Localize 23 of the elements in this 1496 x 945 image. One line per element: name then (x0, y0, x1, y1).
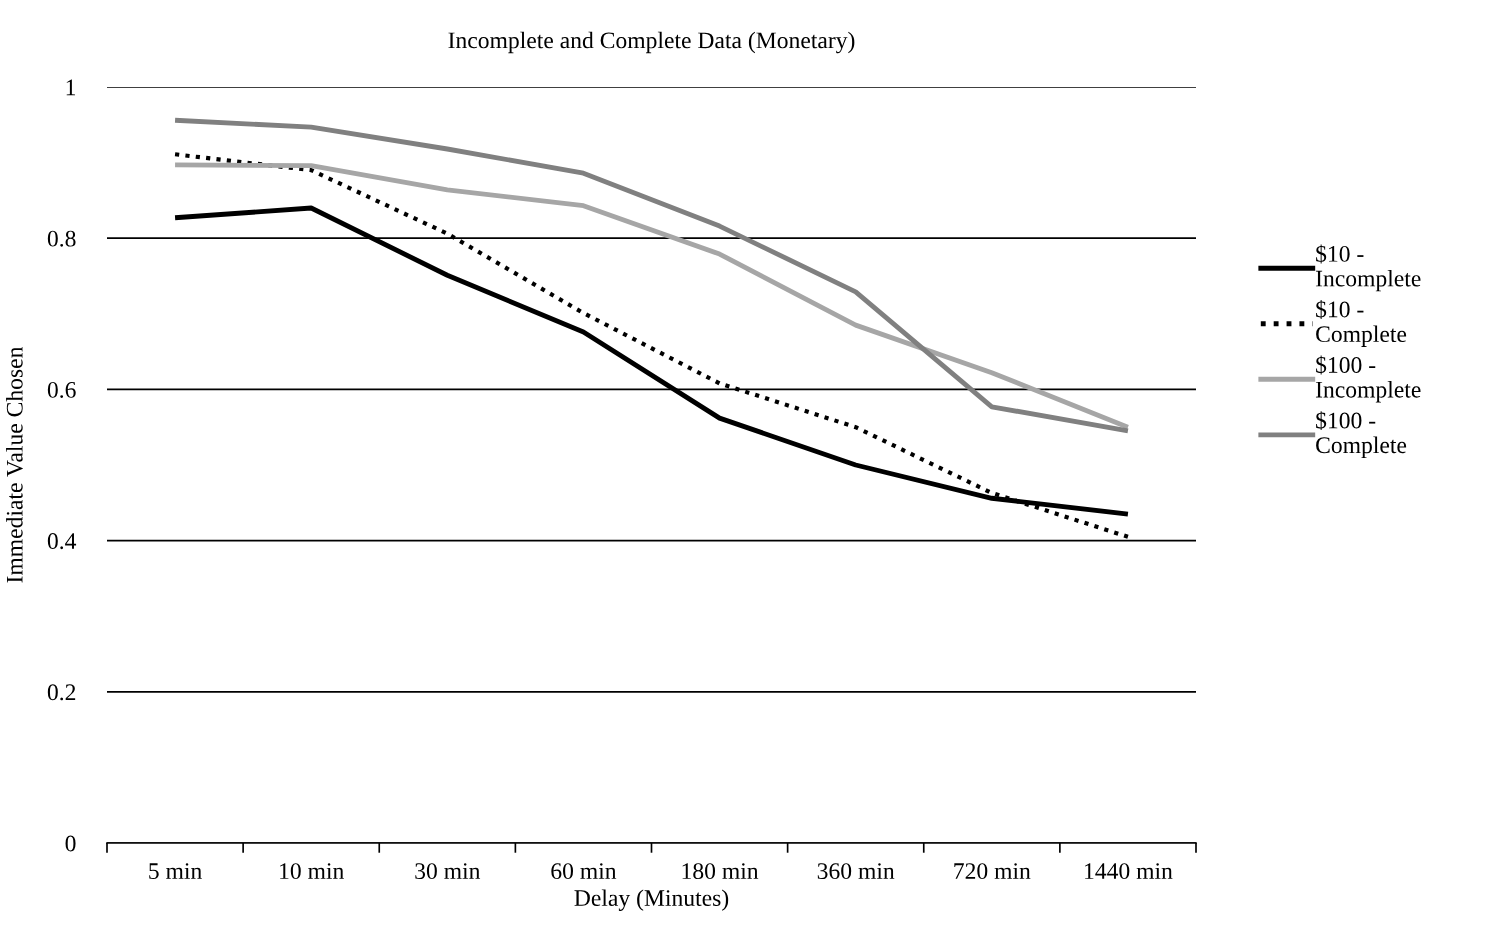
x-tick-label: 30 min (415, 863, 481, 880)
x-tick-label: 1440 min (1085, 863, 1173, 880)
x-tick-label: 60 min (551, 863, 617, 880)
x-tick-label: 360 min (817, 863, 895, 880)
y-axis-title: Immediate Value Chosen (6, 346, 23, 583)
legend-label: $10 - Complete (1316, 300, 1407, 347)
legend-label: $100 - Incomplete (1315, 355, 1421, 403)
y-tick-label: 0 (65, 835, 76, 852)
y-tick-label: 0.6 (47, 381, 76, 398)
chart-title: Incomplete and Complete Data (Monetary) (448, 31, 855, 54)
x-tick-label: 180 min (682, 863, 759, 880)
x-tick-label: 10 min (280, 863, 344, 880)
line-series (172, 162, 1131, 430)
line-series (172, 117, 1131, 434)
legend-label: $10 - Incomplete (1315, 244, 1421, 292)
x-axis-title: Delay (Minutes) (574, 889, 729, 911)
legend-label: $100 - Complete (1316, 411, 1407, 458)
y-tick-label: 0.4 (47, 533, 77, 550)
y-tick-label: 0.8 (47, 230, 76, 247)
y-tick-label: 1 (66, 79, 76, 96)
x-tick-label: 720 min (954, 863, 1031, 880)
x-tick-label: 5 min (149, 863, 202, 880)
y-tick-label: 0.2 (47, 684, 76, 701)
